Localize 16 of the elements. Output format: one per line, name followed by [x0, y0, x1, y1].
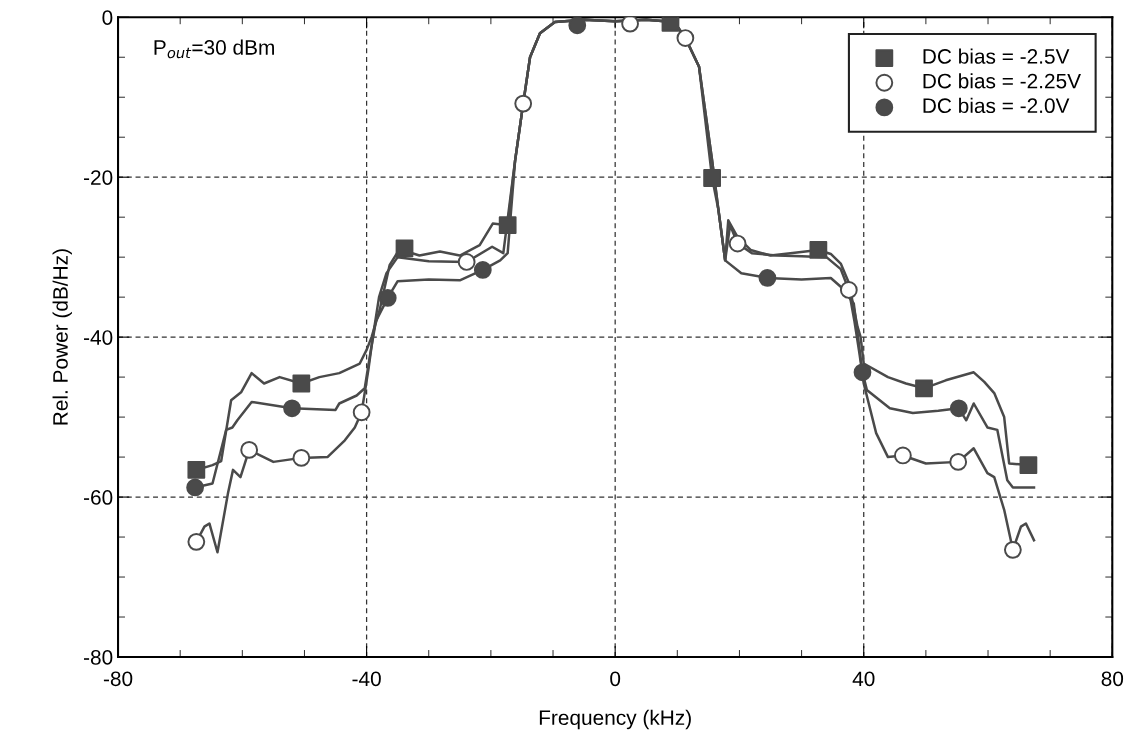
y-axis-title: Rel. Power (dB/Hz): [52, 249, 72, 425]
y-tick-label: -40: [84, 330, 113, 345]
legend-label: DC bias = -2.0V: [923, 97, 1070, 114]
annotation: P$_{out}$=30 dBm: [154, 39, 274, 59]
y-tick-label: -60: [84, 490, 113, 505]
x-tick-label: -40: [352, 671, 381, 687]
x-tick-label: 0: [610, 671, 621, 687]
x-tick-label: 40: [852, 671, 875, 687]
y-tick-label: -20: [84, 170, 113, 185]
y-tick-label: -80: [84, 650, 113, 665]
y-tick-label: 0: [102, 10, 113, 25]
x-axis-title: Frequency (kHz): [539, 709, 691, 730]
legend-label: DC bias = -2.5V: [923, 48, 1070, 64]
x-tick-label: 80: [1101, 671, 1124, 687]
x-tick-label: -80: [103, 671, 133, 687]
legend-label: DC bias = -2.25V: [923, 73, 1081, 89]
